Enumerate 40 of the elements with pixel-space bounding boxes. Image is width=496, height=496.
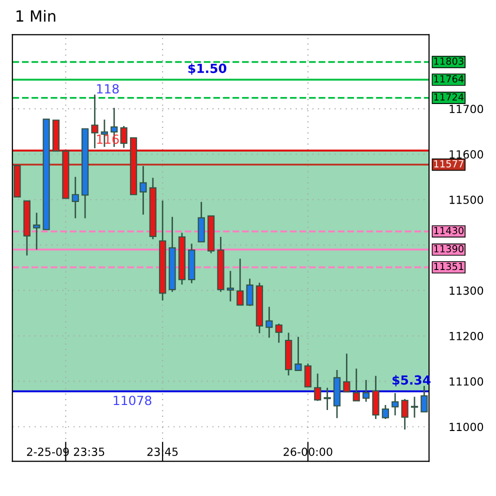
ref-line-label: 11577 [434, 160, 464, 168]
annotation: 11078 [114, 396, 152, 406]
y-tick-label: 11200 [450, 332, 484, 340]
ref-line-label: 11351 [434, 262, 464, 270]
ref-line-label: 11430 [434, 226, 464, 234]
y-tick-label: 11600 [450, 150, 484, 159]
annotation: 118 [97, 84, 119, 94]
candlestick [275, 322, 282, 344]
candlestick [410, 396, 418, 418]
y-tick-label: 11300 [450, 286, 484, 295]
candlestick [324, 386, 331, 411]
chart-title: 1 Min [16, 10, 56, 22]
candlestick [392, 392, 399, 416]
candlestick [304, 362, 312, 388]
candlestick [236, 258, 244, 306]
candlestick [382, 404, 389, 420]
y-tick-label: 11700 [450, 104, 484, 114]
candlestick [140, 165, 147, 216]
candlestick [352, 368, 360, 402]
candlestick [294, 336, 302, 372]
ref-line-label: 11764 [434, 75, 464, 83]
ref-line-label: 11390 [434, 245, 464, 252]
candlestick [226, 270, 234, 302]
candlestick [401, 398, 408, 430]
ref-line-label: 11803 [434, 57, 464, 65]
candlestick [33, 212, 40, 250]
candlestick [72, 176, 79, 219]
candlestick [420, 385, 428, 412]
candlestick [120, 125, 128, 149]
y-tick-label: 11100 [450, 377, 484, 386]
y-tick-label: 11000 [450, 422, 484, 432]
candlestick [246, 278, 254, 307]
candlestick [266, 306, 273, 338]
y-tick-label: 11500 [450, 196, 484, 204]
candlestick [91, 94, 98, 149]
ref-line-label: 11724 [434, 93, 464, 101]
candlestick [314, 372, 322, 402]
candlestick [362, 379, 370, 402]
candlestick [343, 352, 350, 392]
annotation: $1.50 [188, 63, 226, 75]
